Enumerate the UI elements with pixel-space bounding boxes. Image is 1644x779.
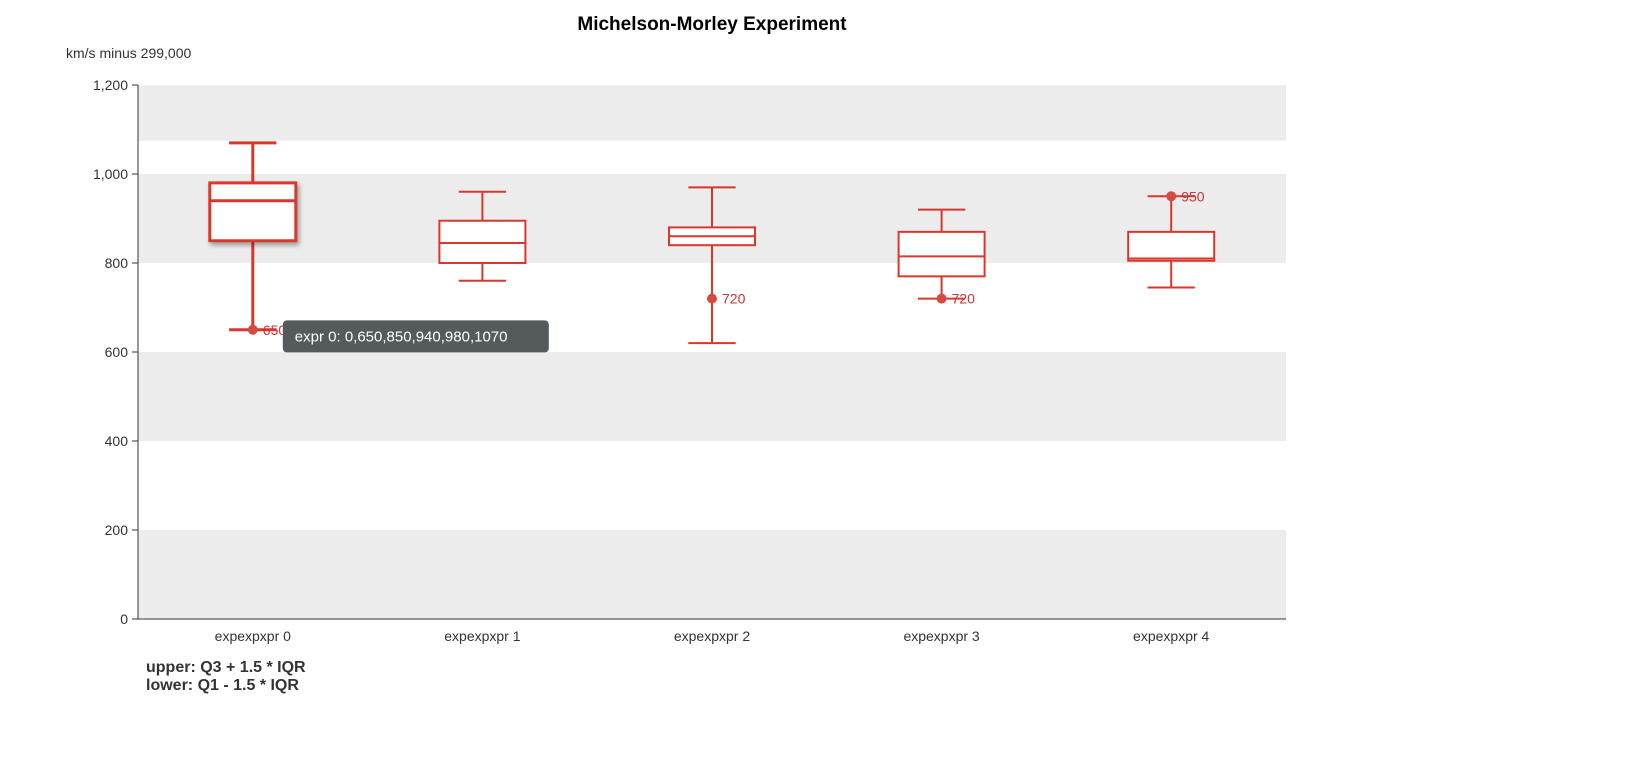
x-tick-label: expexpxpr 1 [444,628,520,644]
y-tick-label: 1,000 [93,166,128,182]
y-axis-units: km/s minus 299,000 [66,45,191,61]
outlier-point[interactable] [248,325,258,335]
plot-band [138,530,1286,619]
box [899,232,985,277]
x-tick-label: expexpxpr 4 [1133,628,1209,644]
outlier-point[interactable] [1166,191,1176,201]
outlier-label: 950 [1181,188,1205,204]
outlier-point[interactable] [937,294,947,304]
x-tick-label: expexpxpr 0 [215,628,291,644]
plot-band [138,352,1286,441]
box [1128,232,1214,261]
y-tick-label: 200 [105,522,129,538]
outlier-point[interactable] [707,294,717,304]
box [210,183,296,241]
tooltip: expr 0: 0,650,850,940,980,1070 [283,320,549,352]
y-tick-label: 800 [105,255,129,271]
y-tick-label: 600 [105,344,129,360]
chart-container: Michelson-Morley Experiment km/s minus 29… [0,0,1644,779]
boxplot-chart: Michelson-Morley Experiment km/s minus 29… [0,0,1644,779]
box [439,221,525,263]
outlier-label: 720 [722,291,746,307]
outlier-label: 720 [952,291,976,307]
footer-line-1: upper: Q3 + 1.5 * IQR [146,659,306,676]
y-tick-label: 0 [120,611,128,627]
x-tick-label: expexpxpr 3 [903,628,979,644]
y-tick-label: 1,200 [93,77,128,93]
x-tick-label: expexpxpr 2 [674,628,750,644]
y-tick-label: 400 [105,433,129,449]
footer-line-2: lower: Q1 - 1.5 * IQR [146,677,299,694]
tooltip-text: expr 0: 0,650,850,940,980,1070 [295,328,508,345]
plot-band [138,85,1286,141]
chart-title: Michelson-Morley Experiment [577,14,847,35]
